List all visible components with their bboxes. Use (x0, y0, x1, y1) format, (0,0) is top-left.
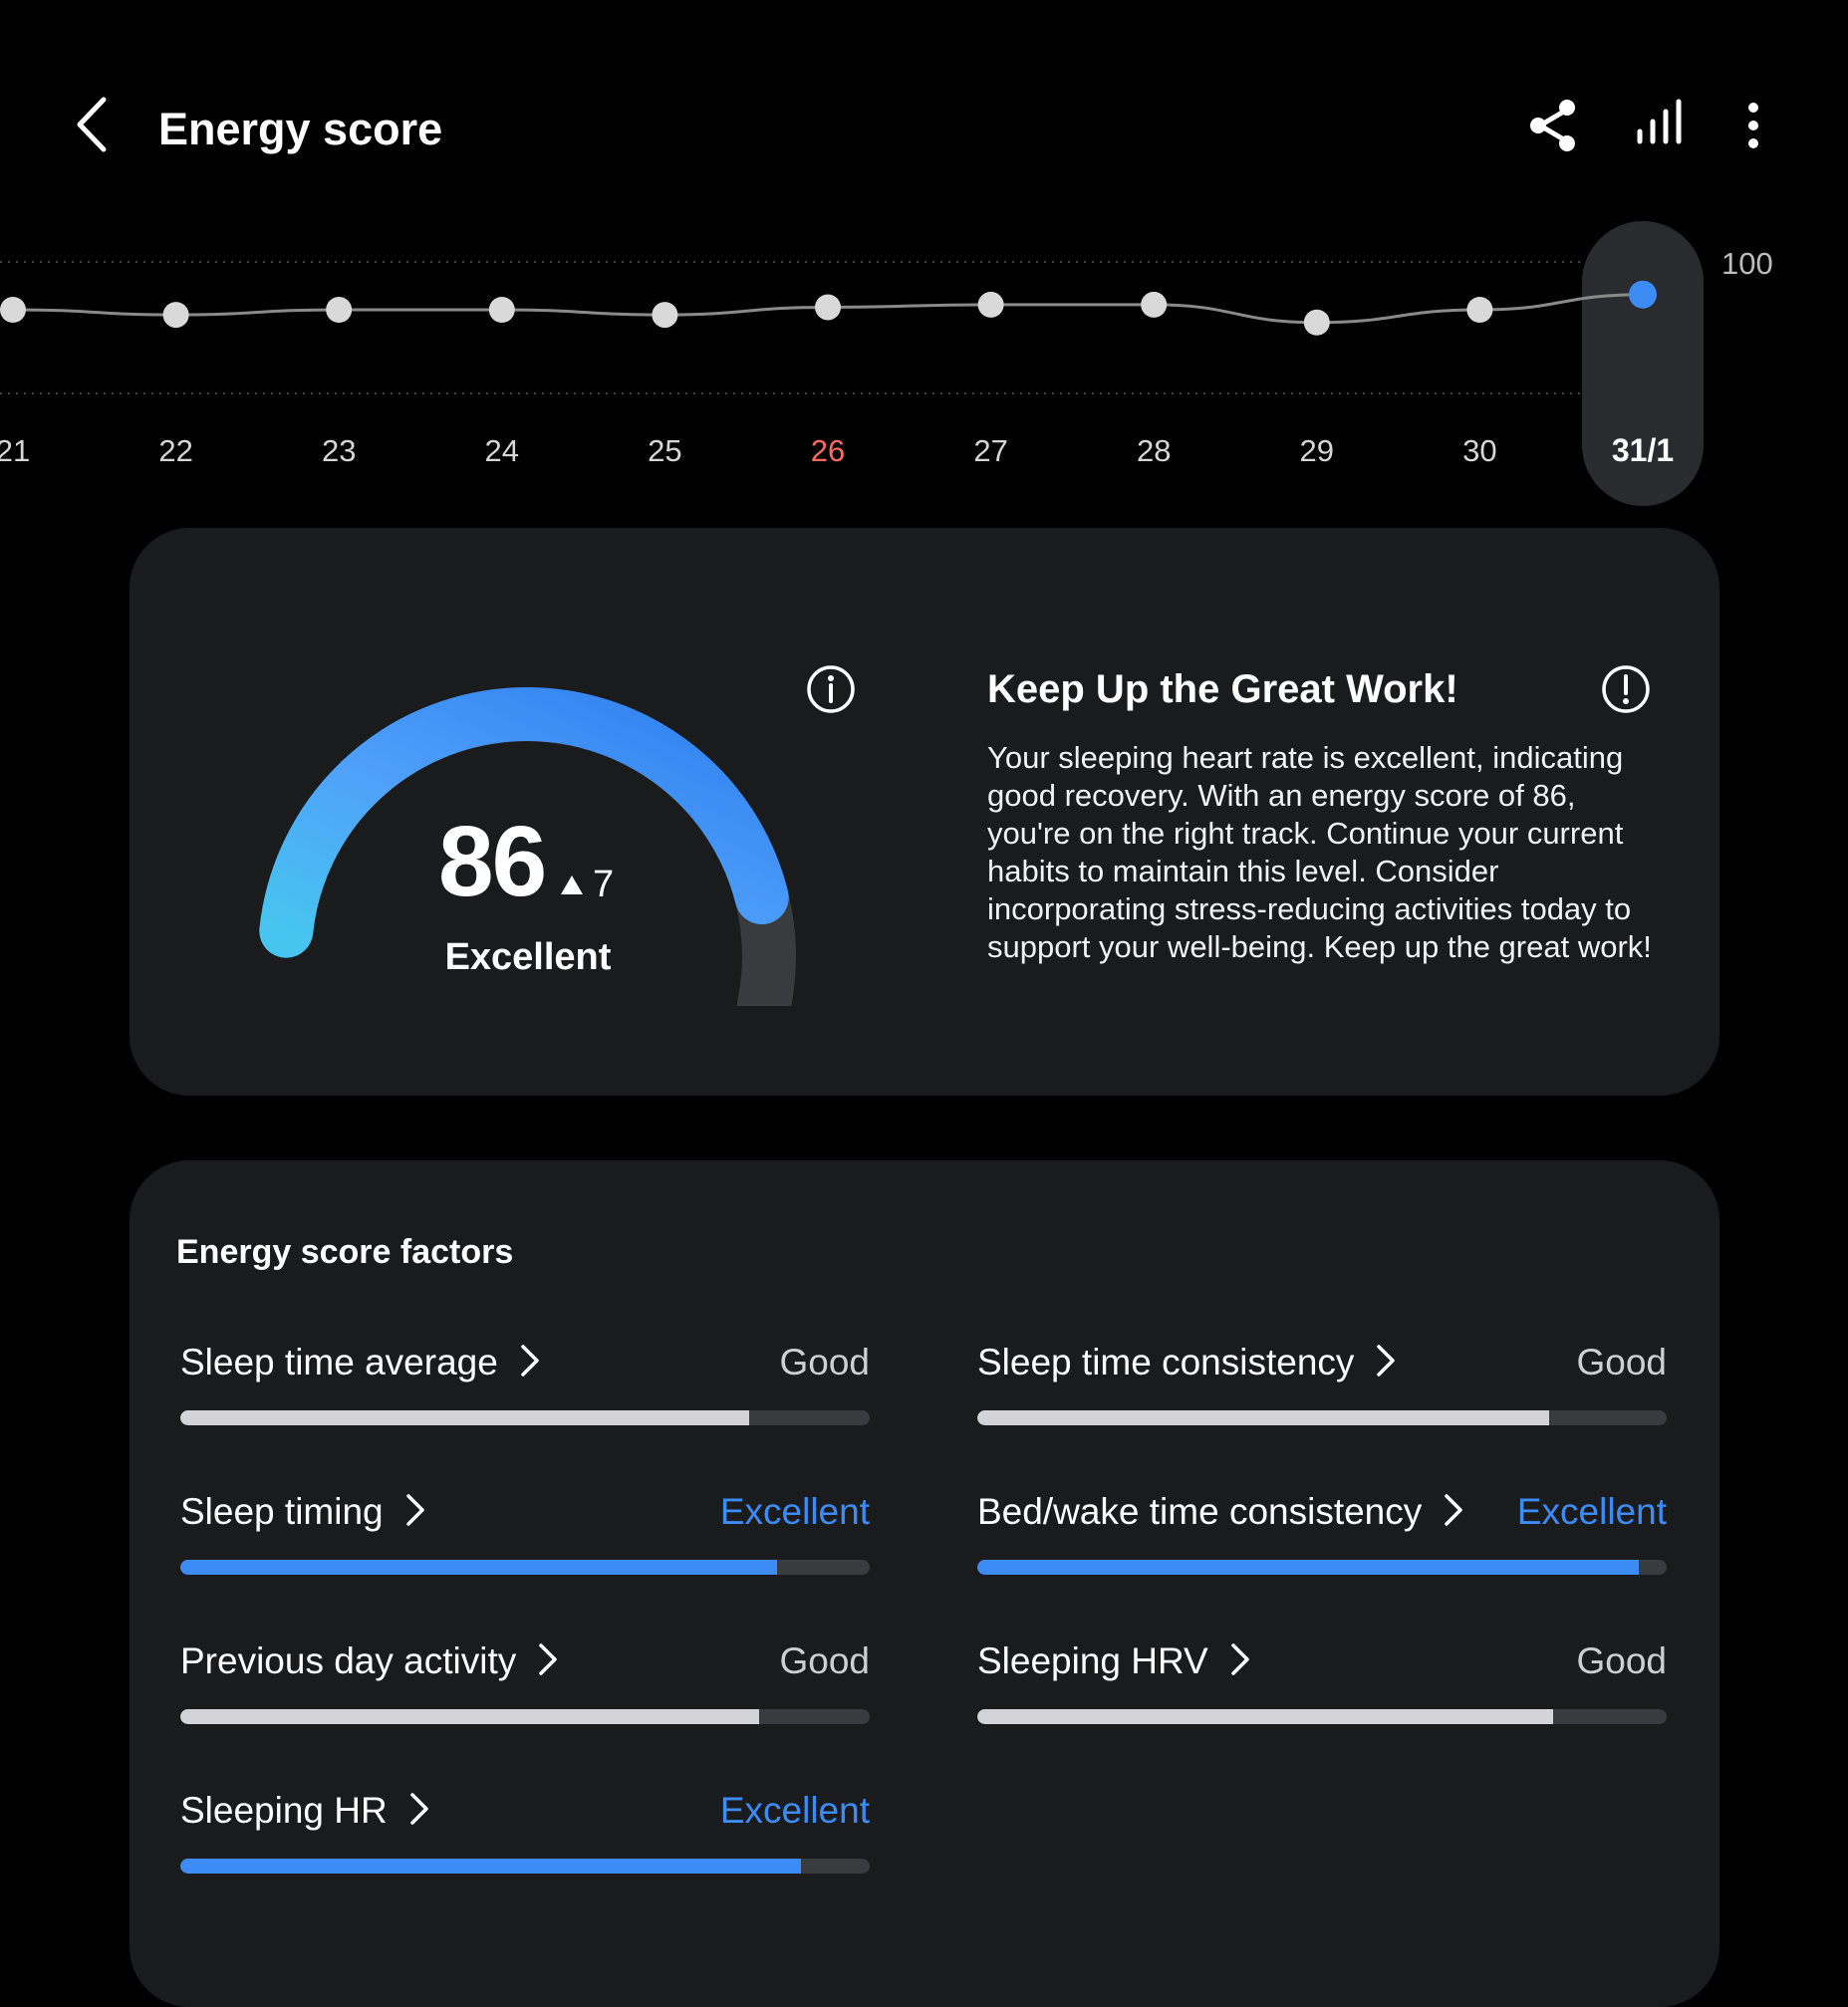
factor-progress-fill (977, 1709, 1553, 1724)
factor-rating: Excellent (1516, 1491, 1667, 1532)
chevron-right-icon (409, 1793, 428, 1825)
factor-rating: Excellent (719, 1790, 870, 1831)
share-icon (1530, 100, 1575, 151)
selected-day-highlight (1582, 221, 1704, 506)
factors-title: Energy score factors (176, 1233, 514, 1271)
factor-progress-fill (977, 1560, 1640, 1575)
factor-progress-fill (180, 1859, 801, 1874)
day-label[interactable]: 26 (811, 433, 845, 468)
factor-row[interactable]: Previous day activity Good (176, 1633, 870, 1743)
chevron-right-icon (1377, 1345, 1396, 1377)
day-label[interactable]: 27 (973, 433, 1007, 468)
share-button[interactable] (1525, 96, 1581, 155)
factor-progress-bar (977, 1709, 1667, 1724)
factor-rating: Good (1576, 1640, 1667, 1681)
insight-title: Keep Up the Great Work! (987, 667, 1458, 711)
day-label[interactable]: 30 (1462, 433, 1496, 468)
selected-day-point[interactable] (1629, 280, 1657, 309)
factor-progress-fill (180, 1410, 749, 1425)
factor-row[interactable]: Sleep time average Good (176, 1335, 870, 1444)
factor-row[interactable]: Sleep time consistency Good (973, 1335, 1667, 1444)
day-label[interactable]: 31/1 (1612, 432, 1674, 468)
factor-rating: Good (779, 1342, 870, 1382)
factor-row[interactable]: Sleep timing Excellent (176, 1484, 870, 1594)
insight-alert-button[interactable] (1600, 663, 1652, 715)
info-icon (807, 665, 855, 713)
factor-progress-fill (180, 1709, 760, 1724)
energy-score-gauge (259, 687, 796, 1006)
score-change: 7 (561, 865, 614, 904)
statistics-button[interactable] (1632, 96, 1688, 155)
energy-trend-chart[interactable]: 100 21 22 23 24 25 26 27 28 29 30 31/1 (0, 209, 1848, 508)
chevron-right-icon (1445, 1494, 1463, 1526)
factor-label: Sleep time consistency (977, 1335, 1406, 1390)
factor-label: Sleep timing (180, 1484, 435, 1540)
day-label[interactable]: 29 (1300, 433, 1334, 468)
factor-name: Sleep timing (180, 1491, 384, 1532)
factor-label: Sleeping HR (180, 1783, 439, 1839)
summary-card (130, 528, 1719, 1096)
arrow-up-icon (561, 876, 583, 894)
factor-progress-bar (977, 1410, 1667, 1425)
score-info-button[interactable] (805, 663, 857, 715)
more-vertical-icon (1748, 103, 1758, 148)
factor-name: Previous day activity (180, 1640, 517, 1681)
chevron-right-icon (405, 1494, 424, 1526)
factor-name: Sleeping HR (180, 1790, 388, 1831)
alert-icon (1602, 665, 1650, 713)
day-label[interactable]: 21 (0, 433, 30, 468)
factor-progress-fill (977, 1410, 1550, 1425)
day-point[interactable] (815, 294, 841, 321)
day-label[interactable]: 25 (648, 433, 681, 468)
factor-name: Sleep time consistency (977, 1342, 1355, 1382)
day-label[interactable]: 24 (485, 433, 519, 468)
energy-score-status: Excellent (444, 936, 612, 978)
back-button[interactable] (70, 92, 116, 157)
factor-row[interactable]: Sleeping HRV Good (973, 1633, 1667, 1743)
chevron-right-icon (539, 1643, 557, 1675)
day-point[interactable] (652, 302, 678, 329)
insight-text: Your sleeping heart rate is excellent, i… (987, 740, 1652, 964)
factor-progress-bar (977, 1560, 1667, 1575)
factor-rating: Excellent (719, 1491, 870, 1532)
day-label[interactable]: 23 (322, 433, 356, 468)
score-change-value: 7 (593, 864, 615, 905)
factor-row[interactable]: Sleeping HR Excellent (176, 1783, 870, 1892)
day-point[interactable] (1303, 309, 1330, 336)
factor-name: Sleeping HRV (977, 1640, 1208, 1681)
factor-name: Sleep time average (180, 1342, 498, 1382)
factor-progress-fill (180, 1560, 777, 1575)
gauge-fill (259, 687, 789, 958)
factor-progress-bar (180, 1859, 870, 1874)
factor-label: Sleeping HRV (977, 1633, 1260, 1689)
bar-chart-icon (1637, 99, 1682, 144)
factor-rating: Good (1576, 1342, 1667, 1382)
factor-name: Bed/wake time consistency (977, 1491, 1423, 1532)
factor-label: Bed/wake time consistency (977, 1484, 1473, 1540)
factor-label: Previous day activity (180, 1633, 568, 1689)
factor-label: Sleep time average (180, 1335, 550, 1390)
chevron-right-icon (521, 1345, 539, 1377)
back-arrow-icon (77, 97, 107, 152)
day-point[interactable] (1466, 297, 1493, 323)
factor-progress-bar (180, 1560, 870, 1575)
factor-progress-bar (180, 1709, 870, 1724)
day-point[interactable] (1141, 291, 1168, 318)
day-point[interactable] (488, 297, 515, 323)
factor-rating: Good (779, 1640, 870, 1681)
factor-row[interactable]: Bed/wake time consistency Excellent (973, 1484, 1667, 1594)
day-point[interactable] (162, 302, 189, 329)
page-title: Energy score (158, 104, 443, 154)
factor-progress-bar (180, 1410, 870, 1425)
chevron-right-icon (1231, 1643, 1249, 1675)
axis-max-label: 100 (1721, 246, 1773, 281)
day-label[interactable]: 28 (1137, 433, 1171, 468)
day-point[interactable] (326, 297, 353, 323)
day-point[interactable] (977, 291, 1004, 318)
energy-score-value: 86 (438, 806, 547, 917)
more-options-button[interactable] (1736, 96, 1770, 155)
day-point[interactable] (0, 297, 26, 323)
day-label[interactable]: 22 (158, 433, 192, 468)
